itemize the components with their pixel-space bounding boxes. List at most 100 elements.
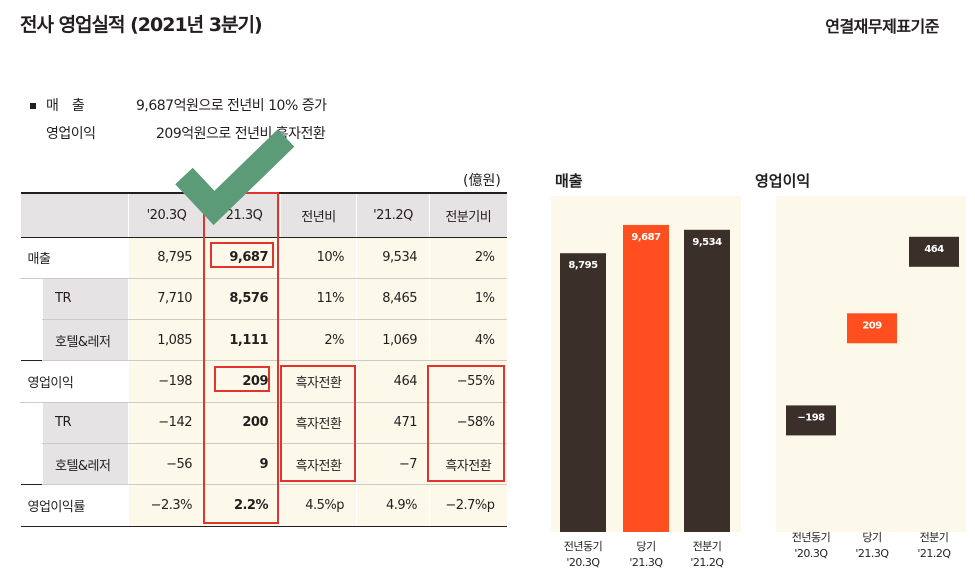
- table-cell: 1%: [429, 278, 507, 321]
- table-cell: 2.2%: [204, 484, 281, 527]
- check-icon: [175, 129, 295, 226]
- indent-cell: [20, 278, 43, 320]
- table-cell: 흑자전환: [280, 360, 357, 403]
- summary-sales-text: 9,687억원으로 전년비 10% 증가: [136, 98, 327, 114]
- sales-chart: 8,795 전년동기 '20.3Q 9,687 당기 '21.3Q 9,534 전분기 '21.…: [560, 224, 730, 569]
- summary-op-label: 영업이익: [46, 126, 96, 142]
- table-cell: −56: [128, 443, 205, 486]
- table-cell: 2%: [429, 237, 507, 279]
- table-cell: 11%: [280, 278, 357, 321]
- op-chart: −198 전년동기 '20.3Q 209 당기 '21.3Q 464 전분기 '21.2Q: [786, 236, 959, 560]
- category-label: 당기: [636, 540, 655, 553]
- bar-group: 8,795: [560, 253, 606, 532]
- category-label: '20.3Q: [566, 556, 600, 569]
- table-row: TR −142 200 흑자전환 471 −58%: [20, 402, 507, 444]
- row-label: TR: [42, 278, 129, 321]
- table-cell: 8,576: [204, 278, 281, 321]
- category-label: '21.2Q: [690, 556, 724, 569]
- table-cell: 4.9%: [356, 484, 430, 527]
- category-label: '21.2Q: [917, 547, 951, 560]
- op-value-highlight: [214, 366, 270, 392]
- bullet-icon: [30, 103, 36, 109]
- table-cell: −2.7%p: [429, 484, 507, 527]
- table-cell: 1,085: [128, 319, 205, 362]
- row-label: 호텔&레저: [42, 443, 129, 486]
- table-row: TR 7,710 8,576 11% 8,465 1%: [20, 278, 507, 321]
- table-cell: 8,465: [356, 278, 430, 321]
- table-cell: 464: [356, 360, 430, 403]
- table-row: 호텔&레저 −56 9 흑자전환 −7 흑자전환: [20, 443, 507, 486]
- chart-title-op: 영업이익: [755, 172, 811, 190]
- table-cell: −198: [128, 360, 205, 403]
- table-cell: 흑자전환: [280, 443, 357, 486]
- bar: [684, 229, 730, 532]
- indent-cell: [20, 319, 43, 361]
- table-cell: −7: [356, 443, 430, 486]
- table-cell: 1,111: [204, 319, 281, 362]
- bar-group: 464: [909, 236, 959, 267]
- row-label: 영업이익률: [20, 484, 129, 527]
- bar-group: 9,534: [684, 229, 730, 532]
- summary-sales-label: 매 출: [46, 98, 85, 114]
- row-label: TR: [42, 402, 129, 444]
- bar: [560, 253, 606, 532]
- page-title: 전사 영업실적 (2021년 3분기): [20, 14, 263, 36]
- header-cell: '20.3Q: [128, 192, 205, 238]
- table-cell: 4%: [429, 319, 507, 362]
- row-label: 영업이익: [20, 360, 129, 403]
- table-row: 영업이익률 −2.3% 2.2% 4.5%p 4.9% −2.7%p: [20, 484, 507, 527]
- table-cell: 200: [204, 402, 281, 444]
- bar: [909, 236, 959, 267]
- qoq-highlight: [427, 365, 505, 482]
- table-cell: 8,795: [128, 237, 205, 279]
- table-cell: 10%: [280, 237, 357, 279]
- unit-label: (億원): [463, 173, 501, 189]
- indent-cell: [20, 402, 43, 444]
- bar: [847, 313, 897, 344]
- row-label: 매출: [20, 237, 129, 279]
- indent-cell: [20, 443, 43, 485]
- bar-value-label: 8,795: [568, 260, 598, 271]
- sales-value-highlight: [210, 242, 274, 268]
- turnaround-highlight: [280, 365, 356, 482]
- category-label: 전년동기: [564, 540, 602, 553]
- category-label: 당기: [862, 531, 881, 544]
- table-cell: −2.3%: [128, 484, 205, 527]
- bar-group: −198: [786, 405, 836, 436]
- table-cell: −55%: [429, 360, 507, 403]
- header-cell: 전분기비: [429, 192, 507, 238]
- table-row: 호텔&레저 1,085 1,111 2% 1,069 4%: [20, 319, 507, 362]
- header-cell: '21.2Q: [356, 192, 430, 238]
- table-cell: −142: [128, 402, 205, 444]
- bar-group: 9,687: [623, 224, 669, 533]
- table-cell: 2%: [280, 319, 357, 362]
- bar-group: 209: [847, 313, 897, 344]
- table-cell: 흑자전환: [280, 402, 357, 444]
- bar: [623, 224, 669, 533]
- category-label: '21.3Q: [629, 556, 663, 569]
- category-label: '20.3Q: [794, 547, 828, 560]
- table-cell: 9: [204, 443, 281, 486]
- table-cell: 흑자전환: [429, 443, 507, 486]
- table-row: 영업이익 −198 209 흑자전환 464 −55%: [20, 360, 507, 403]
- bar: [786, 405, 836, 436]
- basis-note: 연결재무제표기준: [825, 17, 939, 36]
- category-label: 전분기: [920, 531, 949, 544]
- table-cell: 7,710: [128, 278, 205, 321]
- bar-value-label: 209: [862, 320, 882, 331]
- table-cell: 9,534: [356, 237, 430, 279]
- header-cell: 전년비: [280, 192, 357, 238]
- bar-value-label: 9,534: [692, 237, 722, 248]
- table-cell: 471: [356, 402, 430, 444]
- bar-value-label: 9,687: [631, 232, 661, 243]
- table-cell: 1,069: [356, 319, 430, 362]
- chart-title-sales: 매출: [555, 172, 583, 190]
- table-cell: −58%: [429, 402, 507, 444]
- summary-sales: 매 출 9,687억원으로 전년비 10% 증가: [30, 95, 327, 115]
- bar-value-label: 464: [924, 244, 944, 255]
- category-label: 전년동기: [792, 531, 830, 544]
- row-label: 호텔&레저: [42, 319, 129, 362]
- bar-value-label: −198: [797, 412, 825, 423]
- category-label: 전분기: [693, 540, 722, 553]
- table-cell: 4.5%p: [280, 484, 357, 527]
